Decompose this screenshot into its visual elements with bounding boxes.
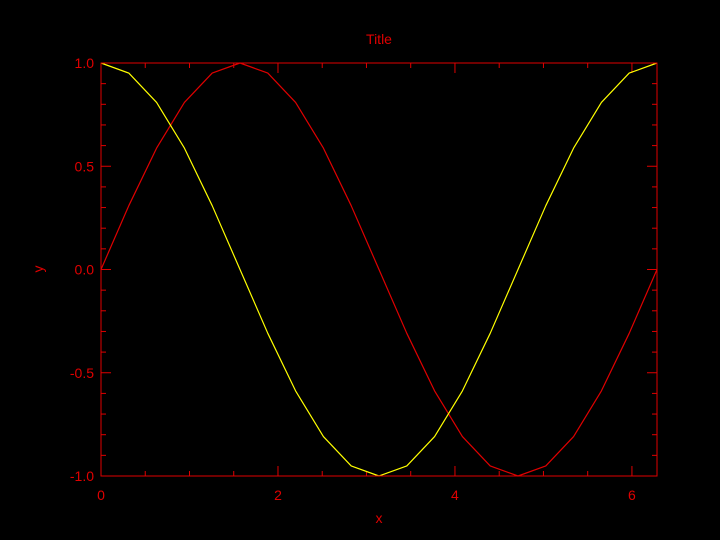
y-axis-label: y xyxy=(30,266,46,273)
plot-frame xyxy=(100,62,658,477)
series-line-1 xyxy=(100,62,658,477)
x-tick-label: 2 xyxy=(274,487,282,503)
x-tick-label: 0 xyxy=(97,487,105,503)
x-tick-label: 4 xyxy=(451,487,459,503)
y-tick-label: -1.0 xyxy=(70,468,94,484)
y-tick-label: -0.5 xyxy=(70,365,94,381)
x-tick-label: 6 xyxy=(628,487,636,503)
y-tick-label: 1.0 xyxy=(75,55,95,71)
chart-title: Title xyxy=(366,31,392,47)
y-tick-label: 0.0 xyxy=(75,262,95,278)
axis-tick-labels: 0 2 4 6 -1.0 -0.5 0.0 0.5 1.0 xyxy=(70,55,636,503)
y-tick-label: 0.5 xyxy=(75,158,95,174)
x-axis-label: x xyxy=(376,510,383,526)
axis-ticks xyxy=(100,62,657,477)
